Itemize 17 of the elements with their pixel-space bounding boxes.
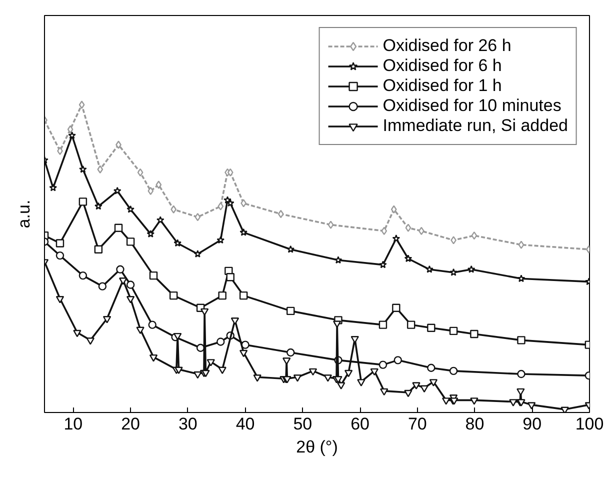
x-tick-label: 20 [121, 414, 140, 434]
x-tick-label: 100 [575, 414, 604, 434]
x-tick-label: 40 [236, 414, 255, 434]
legend-label: Immediate run, Si added [382, 116, 568, 136]
y-axis-title: a.u. [14, 200, 34, 228]
legend-label: Oxidised for 6 h [382, 56, 502, 76]
x-tick-label: 80 [465, 414, 484, 434]
x-tick-label: 90 [522, 414, 542, 434]
x-tick-label: 60 [350, 414, 370, 434]
legend-label: Oxidised for 26 h [382, 36, 512, 56]
x-axis-title: 2θ (°) [296, 438, 338, 456]
x-tick-label: 70 [408, 414, 427, 434]
legend-label: Oxidised for 10 minutes [382, 96, 562, 116]
legend-label: Oxidised for 1 h [382, 76, 502, 96]
x-tick-label: 50 [293, 414, 312, 434]
x-tick-label: 10 [64, 414, 83, 434]
x-tick-label: 30 [178, 414, 198, 434]
